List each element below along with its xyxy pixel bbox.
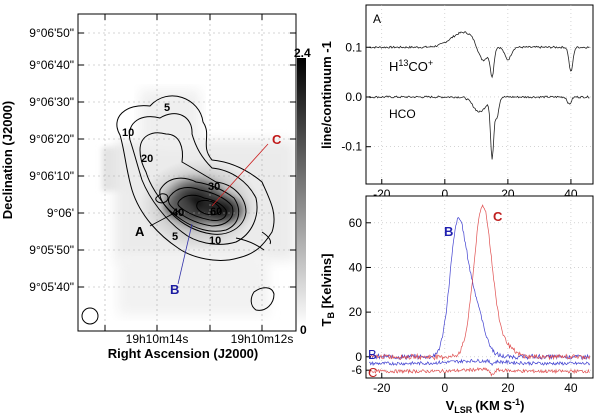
bottom-xtick-label: 0 [441,381,448,395]
map-ytick-label: 9°06'50" [29,26,74,40]
colorbar-min-label: 0 [300,323,307,337]
series-label-b-peak: B [444,224,453,239]
map-xtick-label: 19h10m14s [126,332,189,346]
map-ytick-label: 9°05'40" [29,280,74,294]
contour-60 [196,199,221,216]
map-xlabel: Right Ascension (J2000) [108,346,259,361]
position-label-b: B [170,282,179,297]
top-ytick-label: -0.1 [341,140,362,154]
contour-5 [116,95,275,261]
bottom-ytick-label: -6 [351,363,362,377]
series-line-hco [368,95,590,160]
position-label-a: A [135,224,145,239]
contour-isolated [250,287,275,311]
contour-label: 10 [122,127,134,139]
map-ytick-labels: 9°06'50" 9°06'40" 9°06'30" 9°06'20" 9°06… [29,26,74,294]
bottom-xlabel: VLSR (KM S-1) [446,397,525,415]
contour-label: 30 [208,181,220,193]
position-label-c: C [272,132,282,147]
top-xtick-label: 0 [441,187,448,201]
top-series [368,31,590,160]
contour-tail [235,231,271,251]
series-label-hco: HCO [389,107,416,121]
contour-label: 5 [172,231,178,243]
series-label-c-peak: C [493,209,503,224]
map-xtick-label: 19h10m12s [231,332,294,346]
map-contours [81,95,275,325]
top-ytick-label: 0.1 [345,40,362,54]
series-label-h13co: H13CO+ [389,58,433,74]
bottom-ytick-label: 60 [349,216,363,230]
map-ticks [78,14,296,331]
series-line-c-offset [368,366,590,377]
position-markers: A B C [135,132,282,297]
map-ytick-label: 9°06'10" [29,169,74,183]
beam-ellipse [81,307,99,325]
bottom-xtick-label: 20 [501,381,515,395]
series-label-c-offset: C [368,365,377,380]
series-line-b-offset [369,358,591,367]
marker-line-a [149,209,181,227]
spectrum-top-panel: -20 0 20 400.10.0-0.1 A H13CO+ HCO line/con… [319,4,594,201]
bottom-ytick-label: 40 [349,260,363,274]
contour-labels: 5 10 20 30 40 60 5 10 [122,102,222,247]
series-line-c [368,204,591,361]
map-ytick-label: 9°05'50" [29,243,74,257]
map-panel: 5 10 20 30 40 60 5 10 A B C 2.4 0 9°06'5… [0,13,311,361]
top-ytick-label: 0.0 [345,90,362,104]
bottom-xtick-label: -20 [373,381,391,395]
map-grid [78,14,296,331]
contour-20 [139,132,247,235]
bottom-ylabel: TB [Kelvins] [319,254,336,327]
bottom-ytick-label: 20 [349,305,363,319]
colorbar [297,58,306,326]
map-axes-frame [77,13,297,332]
map-ytick-label: 9°06'20" [29,132,74,146]
top-axes-frame [365,4,594,185]
map-ylabel: Declination (J2000) [0,101,15,220]
map-ytick-label: 9°06'30" [29,95,74,109]
top-ylabel: line/continuum -1 [319,41,334,149]
marker-line-c [211,143,269,207]
top-panel-label: A [373,12,381,26]
map-ytick-label: 9°06'40" [29,58,74,72]
marker-line-b [177,223,193,285]
bottom-axes-frame [365,195,594,379]
colorbar-max-label: 2.4 [294,46,311,60]
series-label-b-offset: B [368,347,377,362]
contour-10 [128,113,258,245]
contour-label: 10 [209,235,221,247]
contour-label: 40 [172,207,184,219]
series-line-h13co [369,31,590,79]
contour-knot [155,193,169,204]
bottom-xtick-label: 40 [564,381,578,395]
map-ytick-label: 9°06' [47,206,74,220]
bottom-ytick-label: 0 [355,350,362,364]
contour-40 [167,187,234,227]
contour-label: 60 [210,206,222,218]
contour-50 [177,194,227,221]
series-line-b [368,216,590,361]
contour-30 [159,177,240,232]
contour-label: 20 [141,153,153,165]
bottom-series [368,204,591,377]
contour-label: 5 [164,102,170,114]
